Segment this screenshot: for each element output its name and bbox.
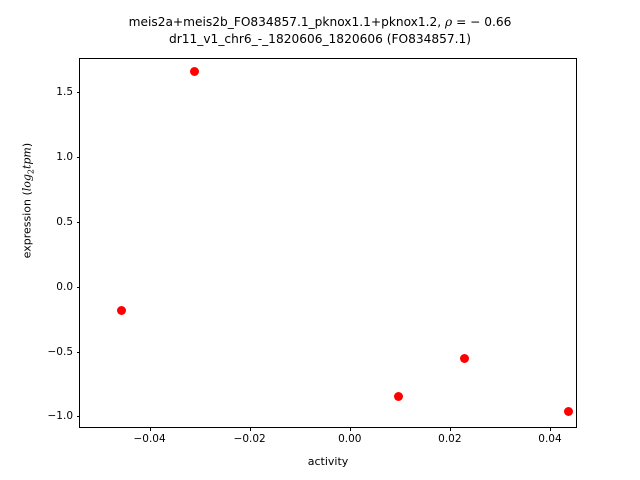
y-axis-label-prefix: expression ( [20, 191, 34, 259]
rho-symbol: ρ [445, 15, 453, 29]
data-point [459, 353, 469, 363]
y-axis-tpm-text: tpm [20, 147, 34, 170]
plot-data-area [80, 59, 576, 427]
y-axis-label-math: log2tpm [20, 147, 36, 192]
x-axis-tick-label: 0.00 [338, 433, 362, 445]
y-axis-tick [76, 92, 80, 94]
y-axis-label: expression (log2tpm) [20, 91, 35, 311]
y-axis-label-suffix: ) [20, 142, 34, 148]
x-axis-tick [349, 427, 351, 431]
plot-axes-frame: −0.04 −0.02 0.00 0.02 0.04 1.5 1.0 0.5 0.0 −0.5 −1… [48, 58, 577, 445]
y-axis-tick-label: 0.0 [56, 280, 73, 293]
y-axis-tick [76, 351, 80, 353]
y-axis-tick-label: −0.5 [47, 345, 74, 358]
rho-value: = − 0.66 [452, 15, 512, 29]
y-axis-log-base: 2 [26, 169, 36, 175]
x-axis-tick-label: −0.04 [133, 433, 166, 445]
y-axis-tick [76, 221, 80, 223]
chart-title: meis2a+meis2b_FO834857.1_pknox1.1+pknox1… [0, 14, 640, 48]
x-axis-tick-label: 0.04 [538, 433, 562, 445]
y-axis-tick [76, 157, 80, 159]
chart-title-line-2: dr11_v1_chr6_-_1820606_1820606 (FO834857… [169, 32, 471, 46]
data-point [189, 66, 199, 76]
y-axis-tick [76, 416, 80, 418]
x-axis-tick [449, 427, 451, 431]
y-axis-tick [76, 286, 80, 288]
x-axis-label: activity [307, 455, 349, 468]
y-axis-tick-label: 1.5 [56, 86, 73, 99]
y-axis-tick-label: 1.0 [56, 151, 73, 164]
data-point [394, 392, 404, 402]
x-axis-tick [249, 427, 251, 431]
y-axis-log-text: log [20, 174, 34, 192]
data-point [564, 406, 574, 416]
y-axis-tick-label: 0.5 [56, 215, 73, 228]
x-axis-tick [549, 427, 551, 431]
x-axis-tick-label: 0.02 [438, 433, 462, 445]
x-axis-tick-label: −0.02 [233, 433, 266, 445]
data-point [117, 305, 127, 315]
y-axis-tick-label: −1.0 [47, 410, 74, 423]
chart-title-prefix: meis2a+meis2b_FO834857.1_pknox1.1+pknox1… [128, 15, 446, 29]
x-axis-tick [149, 427, 151, 431]
chart-title-line-1: meis2a+meis2b_FO834857.1_pknox1.1+pknox1… [0, 14, 640, 31]
